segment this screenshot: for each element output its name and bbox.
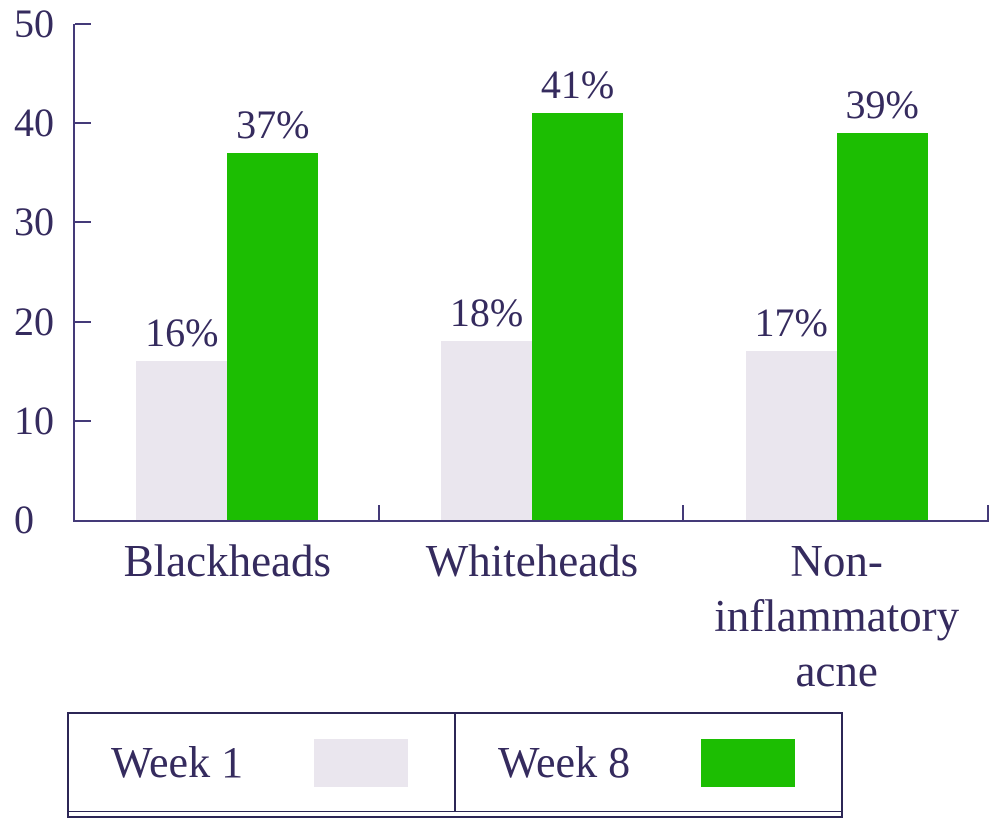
y-tick-20 <box>75 320 91 323</box>
legend-item-week-1: Week 1 <box>69 714 454 812</box>
bar-week-1-blackheads <box>136 361 228 520</box>
bar-week-1-whiteheads <box>441 341 532 520</box>
bar-week-8-whiteheads <box>532 113 623 520</box>
legend-label-week-1: Week 1 <box>111 738 244 787</box>
bar-value-label-week-1-blackheads: 16% <box>145 310 219 356</box>
bar-value-label-week-8-non-inflammatory-acne: 39% <box>845 82 919 128</box>
y-axis-line <box>73 24 75 522</box>
bar-week-1-non-inflammatory-acne <box>745 351 837 520</box>
bar-value-label-week-1-non-inflammatory-acne: 17% <box>754 300 828 346</box>
x-category-label-non-inflammatory-acne: Non-inflammatory acne <box>714 536 960 696</box>
plot-area: 16% 37% 18% 41% 17% 39% <box>73 23 989 522</box>
legend: Week 1 Week 8 <box>67 712 843 818</box>
y-axis-label-40: 40 <box>14 100 54 146</box>
legend-swatch-week-8 <box>701 738 795 787</box>
y-tick-30 <box>75 221 91 224</box>
y-axis-label-20: 20 <box>14 298 54 344</box>
y-tick-50 <box>75 23 91 25</box>
bar-value-label-week-1-whiteheads: 18% <box>449 290 524 336</box>
y-axis-label-10: 10 <box>14 397 54 443</box>
bar-week-8-blackheads <box>227 152 319 520</box>
y-axis-label-30: 30 <box>14 199 54 245</box>
x-tick-3 <box>987 505 989 520</box>
legend-swatch-week-1 <box>314 738 408 787</box>
legend-label-week-8: Week 8 <box>498 738 631 787</box>
y-tick-40 <box>75 122 91 125</box>
y-axis-label-0: 0 <box>14 497 34 542</box>
bar-week-8-non-inflammatory-acne <box>836 133 928 520</box>
bar-value-label-week-8-whiteheads: 41% <box>540 62 615 108</box>
y-axis-label-50: 50 <box>14 1 54 46</box>
y-tick-10 <box>75 419 91 422</box>
x-tick-1 <box>377 505 380 520</box>
x-category-label-whiteheads: Whiteheads <box>425 536 639 586</box>
legend-item-week-8: Week 8 <box>454 714 841 812</box>
x-axis-line <box>73 520 989 522</box>
bar-value-label-week-8-blackheads: 37% <box>236 101 310 147</box>
x-category-label-blackheads: Blackheads <box>123 536 332 586</box>
x-tick-2 <box>682 505 685 520</box>
